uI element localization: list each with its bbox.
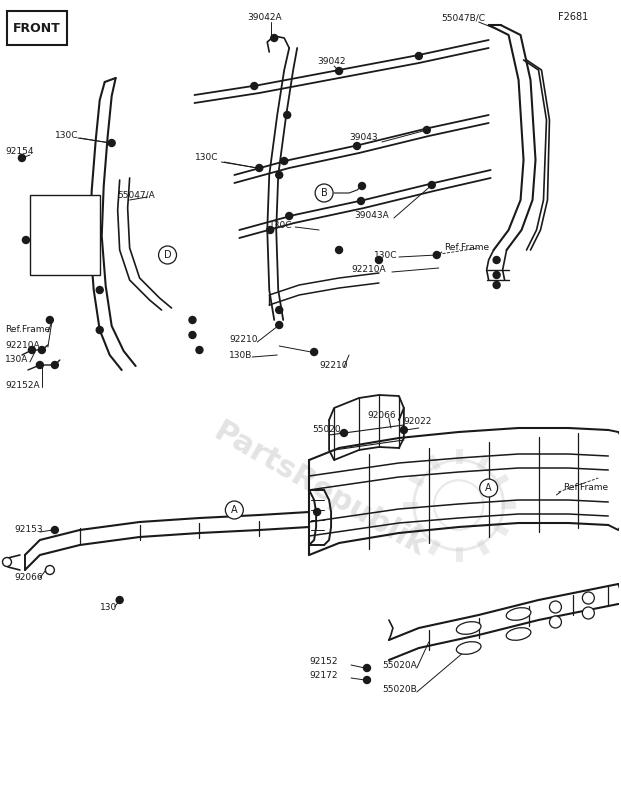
Text: 92066: 92066 [14, 574, 43, 582]
Text: F2681: F2681 [558, 12, 588, 22]
Text: 39042A: 39042A [247, 14, 282, 22]
FancyBboxPatch shape [7, 11, 67, 45]
Circle shape [22, 237, 29, 243]
Circle shape [353, 142, 361, 150]
Circle shape [550, 616, 561, 628]
Circle shape [582, 607, 594, 619]
Circle shape [401, 426, 407, 434]
Circle shape [284, 111, 291, 118]
Circle shape [276, 322, 283, 329]
Circle shape [47, 317, 53, 323]
Circle shape [96, 286, 103, 294]
Circle shape [286, 213, 292, 219]
Text: A: A [231, 505, 238, 515]
Text: 130A: 130A [5, 355, 29, 365]
Text: B: B [320, 188, 327, 198]
Circle shape [433, 251, 440, 258]
Text: 55047B/C: 55047B/C [442, 14, 486, 22]
Circle shape [428, 182, 435, 189]
Ellipse shape [506, 628, 531, 640]
Circle shape [29, 346, 35, 354]
Circle shape [45, 566, 55, 574]
Circle shape [315, 184, 333, 202]
Circle shape [96, 326, 103, 334]
Circle shape [37, 362, 43, 369]
Text: 130: 130 [100, 603, 117, 613]
Circle shape [358, 182, 366, 190]
Circle shape [310, 349, 317, 355]
Text: Ref.Frame: Ref.Frame [444, 243, 489, 253]
Circle shape [376, 257, 383, 263]
Circle shape [479, 479, 497, 497]
Circle shape [19, 154, 25, 162]
Circle shape [363, 677, 371, 683]
Circle shape [314, 509, 320, 515]
Circle shape [52, 526, 58, 534]
Text: 130C: 130C [55, 131, 78, 141]
Text: 92154: 92154 [5, 147, 34, 157]
Circle shape [493, 282, 500, 289]
Text: 55047/A: 55047/A [117, 190, 155, 199]
Text: PartsRepublik: PartsRepublik [208, 418, 430, 562]
Circle shape [271, 34, 278, 42]
Text: D: D [164, 250, 171, 260]
Circle shape [158, 246, 176, 264]
Circle shape [2, 558, 11, 566]
Ellipse shape [506, 608, 531, 620]
Circle shape [116, 597, 123, 603]
Text: 55020B: 55020B [382, 686, 417, 694]
Text: 92152A: 92152A [5, 381, 40, 390]
Circle shape [251, 82, 258, 90]
Text: 92210A: 92210A [5, 341, 40, 350]
Ellipse shape [456, 642, 481, 654]
Text: 92066: 92066 [367, 410, 396, 419]
Text: 92022: 92022 [404, 418, 432, 426]
Text: 130C: 130C [194, 154, 218, 162]
Circle shape [225, 501, 243, 519]
Text: 55020: 55020 [312, 426, 341, 434]
Circle shape [335, 246, 343, 254]
Text: 39043: 39043 [349, 134, 378, 142]
Circle shape [493, 257, 500, 263]
Circle shape [415, 53, 422, 59]
Text: 39042: 39042 [317, 58, 346, 66]
Circle shape [189, 331, 196, 338]
Text: 92210A: 92210A [351, 266, 386, 274]
Circle shape [108, 139, 115, 146]
Circle shape [340, 430, 348, 437]
Circle shape [256, 165, 263, 171]
Circle shape [281, 158, 288, 165]
Circle shape [189, 317, 196, 323]
Circle shape [276, 171, 283, 178]
Text: Ref.Frame: Ref.Frame [5, 326, 50, 334]
Text: 92172: 92172 [309, 671, 338, 681]
Text: FRONT: FRONT [13, 22, 61, 34]
Circle shape [363, 665, 371, 671]
FancyBboxPatch shape [30, 195, 100, 275]
Circle shape [267, 226, 274, 234]
Circle shape [39, 346, 45, 354]
Text: 130C: 130C [374, 250, 397, 259]
Ellipse shape [456, 622, 481, 634]
Text: 92210: 92210 [319, 361, 348, 370]
Circle shape [582, 592, 594, 604]
Circle shape [335, 67, 343, 74]
Text: A: A [486, 483, 492, 493]
Text: 39043A: 39043A [354, 210, 389, 219]
Text: Ref.Frame: Ref.Frame [563, 483, 609, 493]
Text: 92153: 92153 [14, 526, 43, 534]
Text: 130B: 130B [229, 350, 253, 359]
Circle shape [196, 346, 203, 354]
Circle shape [52, 362, 58, 369]
Circle shape [550, 601, 561, 613]
Circle shape [276, 306, 283, 314]
Circle shape [358, 198, 365, 205]
Circle shape [493, 271, 500, 278]
Text: 130C: 130C [270, 221, 292, 230]
Text: 92210: 92210 [229, 335, 258, 345]
Circle shape [424, 126, 430, 134]
Text: 92152: 92152 [309, 658, 338, 666]
Text: 55020A: 55020A [382, 661, 417, 670]
